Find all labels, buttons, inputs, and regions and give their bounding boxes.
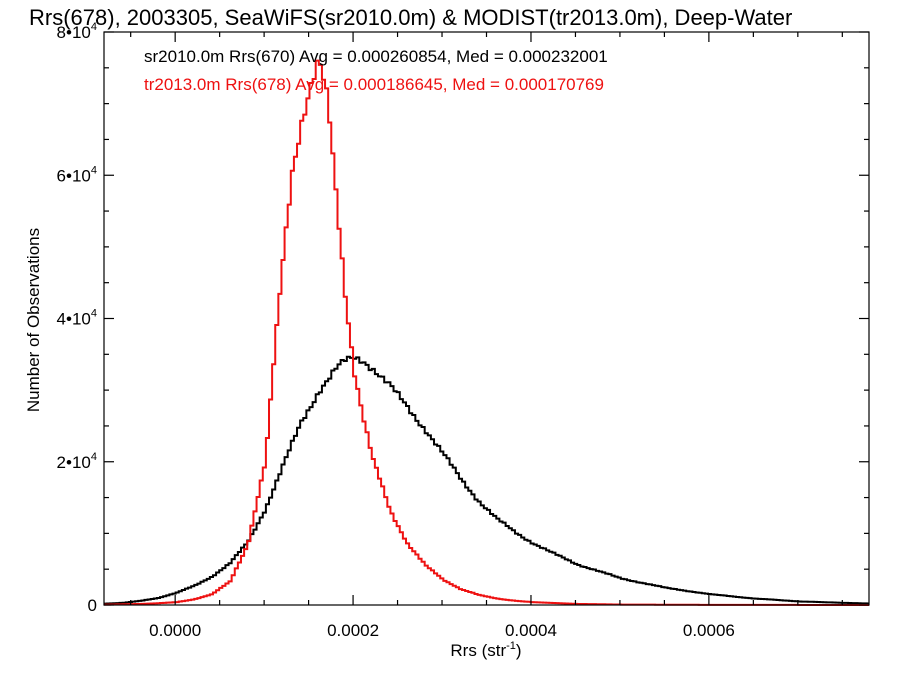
- legend-entry-red: tr2013.0m Rrs(678) Avg = 0.000186645, Me…: [144, 75, 604, 94]
- x-tick-label: 0.0006: [683, 621, 735, 640]
- y-tick-label: 8•104: [57, 21, 97, 42]
- y-tick-label: 4•104: [57, 308, 97, 329]
- x-axis-label-superscript: -1: [506, 640, 516, 652]
- x-tick-label: 0.0000: [149, 621, 201, 640]
- y-axis-label: Number of Observations: [24, 228, 43, 412]
- x-axis-label: Rrs (str-1): [450, 640, 521, 660]
- x-axis-label-close: ): [516, 641, 522, 660]
- x-tick-label: 0.0004: [505, 621, 557, 640]
- x-axis-ticks: 0.0000 0.0002 0.0004 0.0006: [130, 32, 843, 640]
- chart-title: Rrs(678), 2003305, SeaWiFS(sr2010.0m) & …: [29, 5, 792, 30]
- series-line-black: [104, 355, 869, 605]
- y-tick-label: 0: [88, 596, 97, 615]
- x-tick-label: 0.0002: [327, 621, 379, 640]
- legend-entry-black: sr2010.0m Rrs(670) Avg = 0.000260854, Me…: [144, 47, 608, 66]
- y-tick-label: 2•104: [57, 451, 97, 472]
- y-tick-label: 6•104: [57, 164, 97, 185]
- x-axis-label-text: Rrs (str: [450, 641, 506, 660]
- legend: sr2010.0m Rrs(670) Avg = 0.000260854, Me…: [144, 47, 608, 94]
- y-axis-ticks: 0 2•104 4•104 6•104 8•104: [57, 21, 869, 615]
